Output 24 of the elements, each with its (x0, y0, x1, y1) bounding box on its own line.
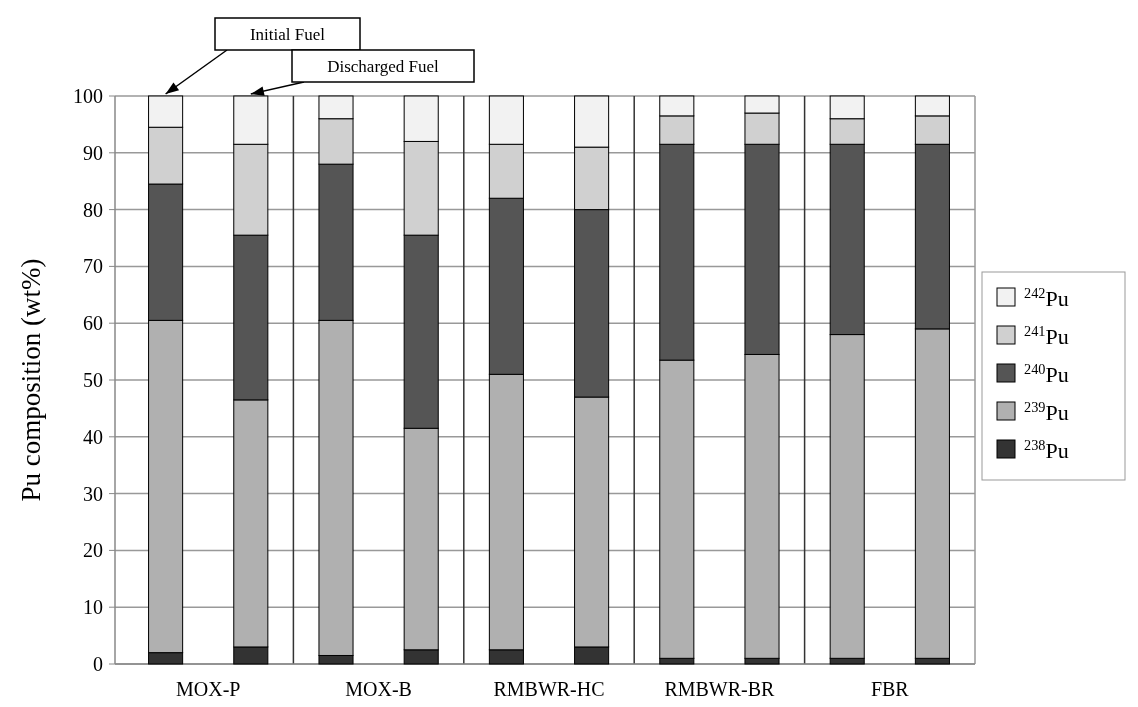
legend-label: $^{238}$Pu (1024, 436, 1069, 463)
y-tick-label: 50 (83, 369, 103, 391)
y-tick-label: 80 (83, 198, 103, 221)
x-tick-label: MOX-P (175, 678, 241, 700)
y-axis-title: Pu composition (wt%) (16, 258, 46, 502)
y-tick-label: 100 (73, 85, 103, 107)
y-tick-label: 30 (83, 482, 103, 505)
legend-label: $^{240}$Pu (1024, 360, 1069, 387)
text: Discharged Fuel (327, 56, 440, 76)
x-tick-label: MOX-B (345, 678, 412, 700)
x-tick-label: RMBWR-HC (493, 678, 605, 700)
x-tick-label: FBR (870, 678, 910, 700)
legend-label: $^{241}$Pu (1024, 322, 1069, 349)
y-tick-label: 90 (83, 141, 103, 164)
y-tick-label: 70 (83, 255, 103, 278)
y-tick-label: 0 (93, 653, 103, 675)
legend-label: $^{239}$Pu (1024, 398, 1069, 425)
y-tick-label: 60 (83, 312, 103, 335)
y-tick-label: 20 (83, 539, 103, 562)
legend-label: $^{242}$Pu (1024, 284, 1069, 311)
y-tick-label: 40 (83, 425, 103, 448)
x-tick-label: RMBWR-BR (664, 678, 776, 700)
y-tick-label: 10 (83, 596, 103, 619)
text: Initial Fuel (249, 24, 326, 44)
